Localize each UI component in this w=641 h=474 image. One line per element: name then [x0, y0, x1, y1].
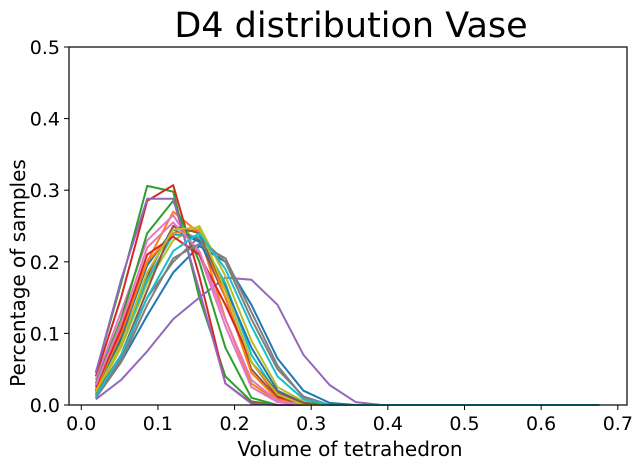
x-axis: 0.0 0.1 0.2 0.3 0.4 0.5 0.6 0.7 — [66, 405, 633, 435]
y-axis: 0.0 0.1 0.2 0.3 0.4 0.5 — [30, 37, 69, 417]
y-tick-label: 0.4 — [30, 109, 60, 131]
x-tick-label: 0.7 — [603, 413, 633, 435]
x-axis-label: Volume of tetrahedron — [237, 437, 462, 461]
series-line-1 — [94, 245, 600, 406]
x-tick-label: 0.3 — [296, 413, 326, 435]
x-tick-label: 0.2 — [219, 413, 249, 435]
series-line-3 — [94, 184, 600, 406]
series-line-20 — [94, 232, 600, 406]
x-tick-label: 0.5 — [449, 413, 479, 435]
y-tick-label: 0.2 — [30, 252, 60, 274]
y-axis-label: Percentage of samples — [6, 159, 30, 387]
y-tick-label: 0.0 — [30, 395, 60, 417]
x-tick-label: 0.1 — [143, 413, 173, 435]
series-line-18 — [94, 242, 600, 406]
chart-title: D4 distribution Vase — [174, 6, 527, 46]
series-layer — [94, 184, 600, 406]
series-line-2 — [94, 210, 600, 406]
series-line-17 — [94, 221, 600, 406]
series-line-5 — [95, 276, 600, 406]
y-tick-label: 0.5 — [30, 37, 60, 59]
x-tick-label: 0.0 — [66, 413, 96, 435]
x-tick-label: 0.4 — [373, 413, 403, 435]
y-tick-label: 0.1 — [30, 323, 60, 345]
plot-frame — [68, 46, 628, 406]
y-tick-label: 0.3 — [30, 180, 60, 202]
plot-area — [68, 46, 628, 406]
x-tick-label: 0.6 — [526, 413, 556, 435]
